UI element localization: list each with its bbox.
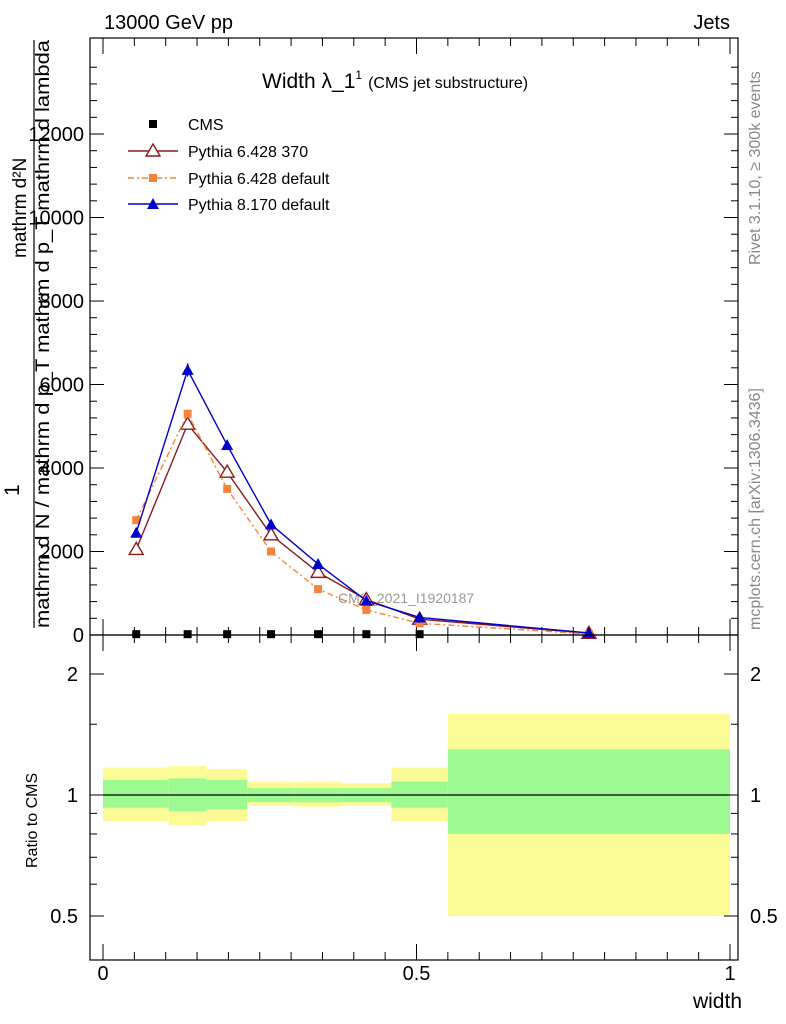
ratio-y-axis: 0.5 0.5 1 1 2 2 bbox=[50, 664, 778, 928]
series-layer bbox=[128, 363, 598, 640]
plot-title-main: Width λ_1 bbox=[262, 70, 355, 93]
data-point bbox=[221, 439, 234, 451]
ratio-y-tick-label-right: 0.5 bbox=[750, 906, 778, 928]
series-line bbox=[135, 422, 589, 635]
y-tick-label: 12000 bbox=[28, 124, 84, 146]
data-point bbox=[360, 594, 373, 606]
mcplots-label: mcplots.cern.ch [arXiv:1306.3436] bbox=[747, 388, 764, 630]
data-point bbox=[267, 630, 276, 639]
x-tick-label: 0.5 bbox=[403, 963, 431, 985]
legend-entry: CMS bbox=[149, 117, 224, 134]
data-point bbox=[314, 630, 323, 639]
plot-title-sup: 1 bbox=[355, 68, 362, 82]
analysis-watermark: CMS_2021_I1920187 bbox=[338, 590, 474, 606]
legend-label: Pythia 6.428 370 bbox=[188, 144, 308, 161]
data-point bbox=[223, 484, 232, 493]
y-tick-label: 2000 bbox=[40, 542, 85, 564]
legend-label: CMS bbox=[188, 117, 224, 134]
ratio-y-tick-label-right: 1 bbox=[750, 785, 761, 807]
data-point bbox=[218, 463, 236, 478]
data-point bbox=[132, 516, 141, 525]
y-axis-label-top: 1 bbox=[1, 484, 24, 496]
x-tick-label: 0 bbox=[97, 963, 108, 985]
legend-entry: Pythia 6.428 default bbox=[128, 171, 330, 188]
data-point bbox=[309, 563, 327, 579]
ratio-frame bbox=[89, 634, 739, 961]
data-point bbox=[183, 409, 192, 418]
data-point bbox=[128, 541, 145, 556]
data-point bbox=[181, 363, 194, 375]
data-point bbox=[223, 630, 232, 639]
ratio-y-tick-label: 1 bbox=[67, 785, 78, 807]
data-point bbox=[415, 619, 424, 628]
ratio-inner-band bbox=[103, 779, 169, 808]
y-tick-label: 10000 bbox=[28, 208, 84, 230]
data-point bbox=[362, 605, 371, 614]
data-point bbox=[267, 547, 276, 556]
ratio-panel: 0.5 0.51 12 2 0 0.5 1 Ratio to CMS width bbox=[24, 634, 778, 1013]
data-point bbox=[130, 526, 143, 538]
ratio-bands bbox=[103, 714, 730, 916]
energy-label: 13000 GeV pp bbox=[104, 12, 233, 34]
legend-marker bbox=[147, 198, 159, 209]
data-point bbox=[183, 630, 192, 639]
legend-label: Pythia 6.428 default bbox=[188, 171, 330, 188]
data-point bbox=[132, 630, 141, 639]
data-point bbox=[314, 585, 323, 594]
y-axis-label-numerator: mathrm d²N bbox=[10, 158, 31, 258]
series-line bbox=[135, 412, 589, 635]
data-point bbox=[413, 611, 426, 623]
plot-subtitle: (CMS jet substructure) bbox=[368, 75, 528, 92]
ratio-inner-band bbox=[447, 749, 730, 834]
process-label: Jets bbox=[693, 12, 730, 34]
legend: CMS Pythia 6.428 370 Pythia 6.428 default P… bbox=[128, 117, 330, 214]
data-point bbox=[265, 518, 278, 530]
x-axis-label: width bbox=[692, 990, 742, 1013]
series-pythia-8-170-default bbox=[130, 363, 595, 638]
y-tick-label: 0 bbox=[73, 625, 84, 647]
y-axis-label-denominator: mathrm d N / mathrm d p_T mathrm d p_T m… bbox=[33, 40, 54, 628]
legend-entry: Pythia 8.170 default bbox=[128, 197, 330, 214]
ratio-y-label: Ratio to CMS bbox=[24, 773, 41, 868]
series-cms bbox=[132, 630, 593, 639]
legend-marker bbox=[149, 120, 157, 128]
legend-marker bbox=[149, 174, 157, 182]
legend-marker bbox=[144, 142, 162, 157]
ratio-y-tick-label: 0.5 bbox=[50, 906, 78, 928]
y-tick-label: 6000 bbox=[40, 375, 85, 397]
legend-label: Pythia 8.170 default bbox=[188, 197, 330, 214]
data-point bbox=[262, 526, 280, 541]
series-line bbox=[135, 368, 589, 634]
main-y-axis: 0 2000 4000 6000 8000 10000 12000 bbox=[28, 66, 738, 647]
ratio-y-tick-label-right: 2 bbox=[750, 664, 761, 686]
data-point bbox=[179, 415, 196, 430]
x-tick-label: 1 bbox=[724, 963, 735, 985]
ratio-x-axis: 0 0.5 1 bbox=[97, 635, 736, 985]
y-tick-label: 8000 bbox=[40, 291, 85, 313]
y-tick-label: 4000 bbox=[40, 458, 85, 480]
ratio-y-tick-label: 2 bbox=[67, 664, 78, 686]
legend-entry: Pythia 6.428 370 bbox=[128, 142, 308, 161]
data-point bbox=[415, 630, 424, 639]
data-point bbox=[312, 558, 325, 570]
rivet-label: Rivet 3.1.10, ≥ 300k events bbox=[747, 71, 764, 265]
data-point bbox=[362, 630, 371, 639]
plot-title: Width λ_11 (CMS jet substructure) bbox=[262, 68, 528, 93]
